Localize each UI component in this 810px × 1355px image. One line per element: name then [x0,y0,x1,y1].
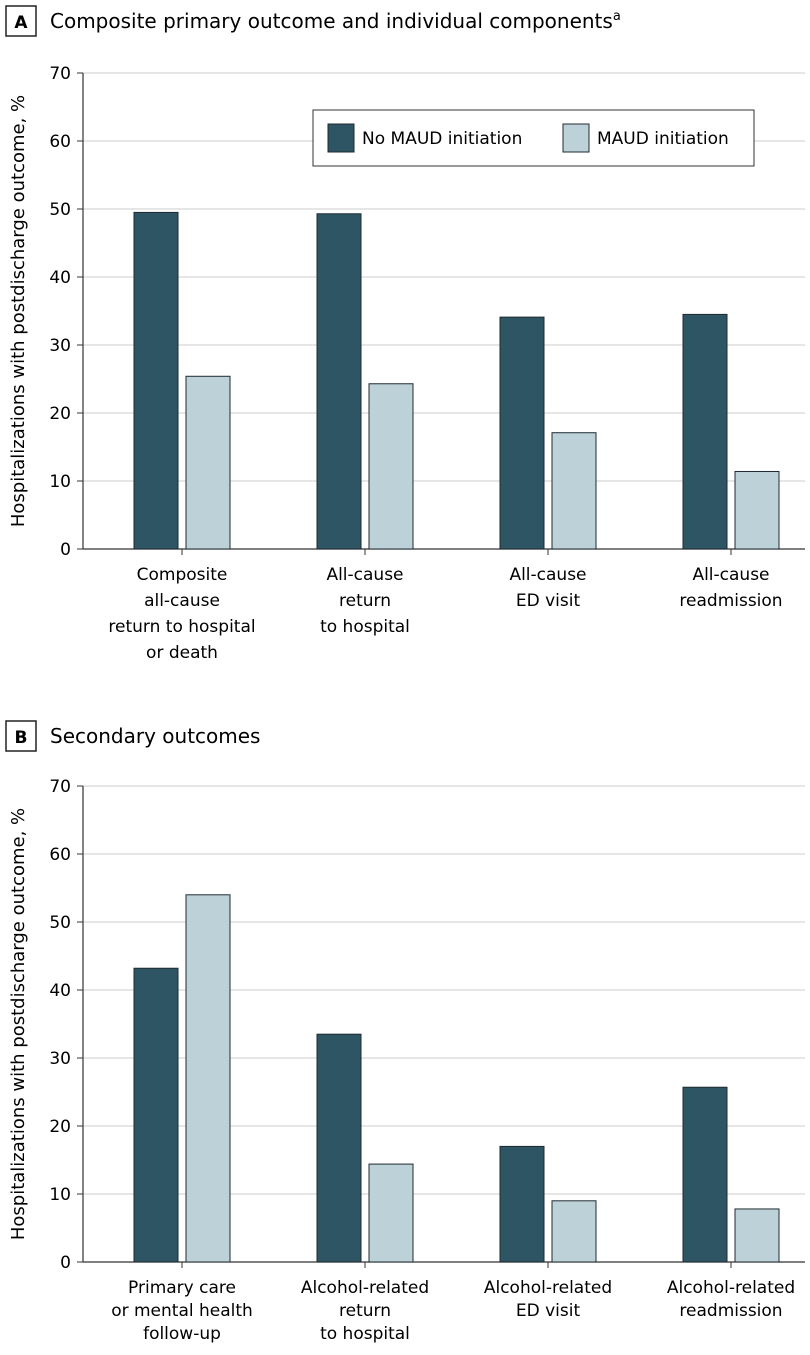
panel-a-bar-maud [185,375,231,550]
panel-a-ytick-label: 10 [49,472,71,492]
legend-box [312,109,755,167]
panel-b-bar-no-maud [682,1086,728,1263]
panel-a-plot: Hospitalizations with postdischarge outc… [8,64,805,663]
panel-b-bar-maud [551,1200,597,1263]
panel-a-category-label: All-cause readmission [679,565,782,611]
panel-a-ytick-label: 20 [49,404,71,424]
panel-a-category-label-line: ED visit [516,591,581,611]
panel-b-category-label-line: follow-up [143,1324,221,1344]
panel-a-bar-no-maud [316,213,362,550]
panel-b-category-label-line: ED visit [516,1301,581,1321]
panel-b-category-label-line: return [339,1301,391,1321]
panel-a-category-label-line: All-cause [326,565,403,585]
panel-a-category-label-line: all-cause [144,591,220,611]
panel-b-category-label-line: readmission [679,1301,782,1321]
panel-b-bar-maud [734,1208,780,1263]
panel-a-ylabel: Hospitalizations with postdischarge outc… [8,95,29,527]
panel-b-bar-no-maud [133,967,179,1263]
panel-b-category-label: Primary care or mental health follow-up [111,1278,253,1344]
panel-b-bar-maud [185,894,231,1263]
panel-a-category-label-line: or death [146,643,218,663]
panel-b-title: Secondary outcomes [50,724,260,748]
panel-a-ytick-label: 30 [49,336,71,356]
panel-b-category-label-line: Alcohol-related [667,1278,795,1298]
panel-a-category-label: All-cause ED visit [509,565,586,611]
panel-b-bar-no-maud [316,1033,362,1263]
panel-b-ytick-label: 40 [49,981,71,1001]
panel-a-bar-maud [734,470,780,550]
panel-b-category-label-line: or mental health [111,1301,253,1321]
panel-b-category-label: Alcohol-related readmission [667,1278,795,1321]
legend-label-maud: MAUD initiation [597,129,729,149]
panel-b-category-label: Alcohol-related return to hospital [301,1278,429,1344]
legend-swatch-maud [562,123,590,153]
panel-b-ytick-label: 10 [49,1185,71,1205]
panel-b-ytick-label: 30 [49,1049,71,1069]
panel-a-ytick-label: 60 [49,132,71,152]
panel-a-bar-maud [368,383,414,550]
panel-b-category-label-line: to hospital [320,1324,410,1344]
panel-a-category-label-line: readmission [679,591,782,611]
panel-a-category-label-line: return to hospital [108,617,255,637]
legend-label-no-maud: No MAUD initiation [362,129,522,149]
panel-b-category-label-line: Primary care [128,1278,236,1298]
panel-a-ytick-label: 0 [60,540,71,560]
panel-b-ylabel: Hospitalizations with postdischarge outc… [8,808,29,1240]
panel-a-category-label: Composite all-cause return to hospital or d… [108,565,255,663]
panel-b-category-label: Alcohol-related ED visit [484,1278,612,1321]
panel-a-ytick-label: 40 [49,268,71,288]
panel-a-ytick-label: 50 [49,200,71,220]
panel-b-header: B Secondary outcomes [5,720,260,752]
panel-b-ytick-label: 60 [49,845,71,865]
panel-b-bar-maud [368,1163,414,1263]
panel-a-title: Composite primary outcome and individual… [50,9,621,33]
panel-a-bar-no-maud [133,211,179,550]
panel-b-ytick-label: 20 [49,1117,71,1137]
legend-swatch-no-maud [327,123,355,153]
panel-b-category-label-line: Alcohol-related [484,1278,612,1298]
panel-b-ytick-label: 0 [60,1253,71,1273]
panel-a-category-label-line: to hospital [320,617,410,637]
panel-b-ytick-label: 50 [49,913,71,933]
panel-a-bar-maud [551,432,597,550]
panel-a-ytick-label: 70 [49,64,71,84]
panel-a-category-label-line: All-cause [692,565,769,585]
panel-b-ytick-label: 70 [49,777,71,797]
panel-a-category-label-line: return [339,591,391,611]
panel-a-letter: A [14,13,28,33]
panel-a-bar-no-maud [682,313,728,550]
panel-b-plot: Hospitalizations with postdischarge outc… [8,777,805,1344]
panel-a-category-label-line: Composite [137,565,228,585]
panel-a-letter-box [5,5,37,37]
panel-b-category-label-line: Alcohol-related [301,1278,429,1298]
panel-b-letter: B [15,728,28,748]
panel-a-title-text: Composite primary outcome and individual… [50,9,613,33]
legend: No MAUD initiation MAUD initiation [312,109,755,167]
panel-b-bar-no-maud [499,1145,545,1263]
panel-a-title-superscript: a [613,9,621,24]
panel-a-header: A Composite primary outcome and individu… [5,5,621,37]
panel-a-bar-no-maud [499,316,545,550]
panel-a-category-label: All-cause return to hospital [320,565,410,637]
panel-b-letter-box [5,720,37,752]
panel-a-category-label-line: All-cause [509,565,586,585]
